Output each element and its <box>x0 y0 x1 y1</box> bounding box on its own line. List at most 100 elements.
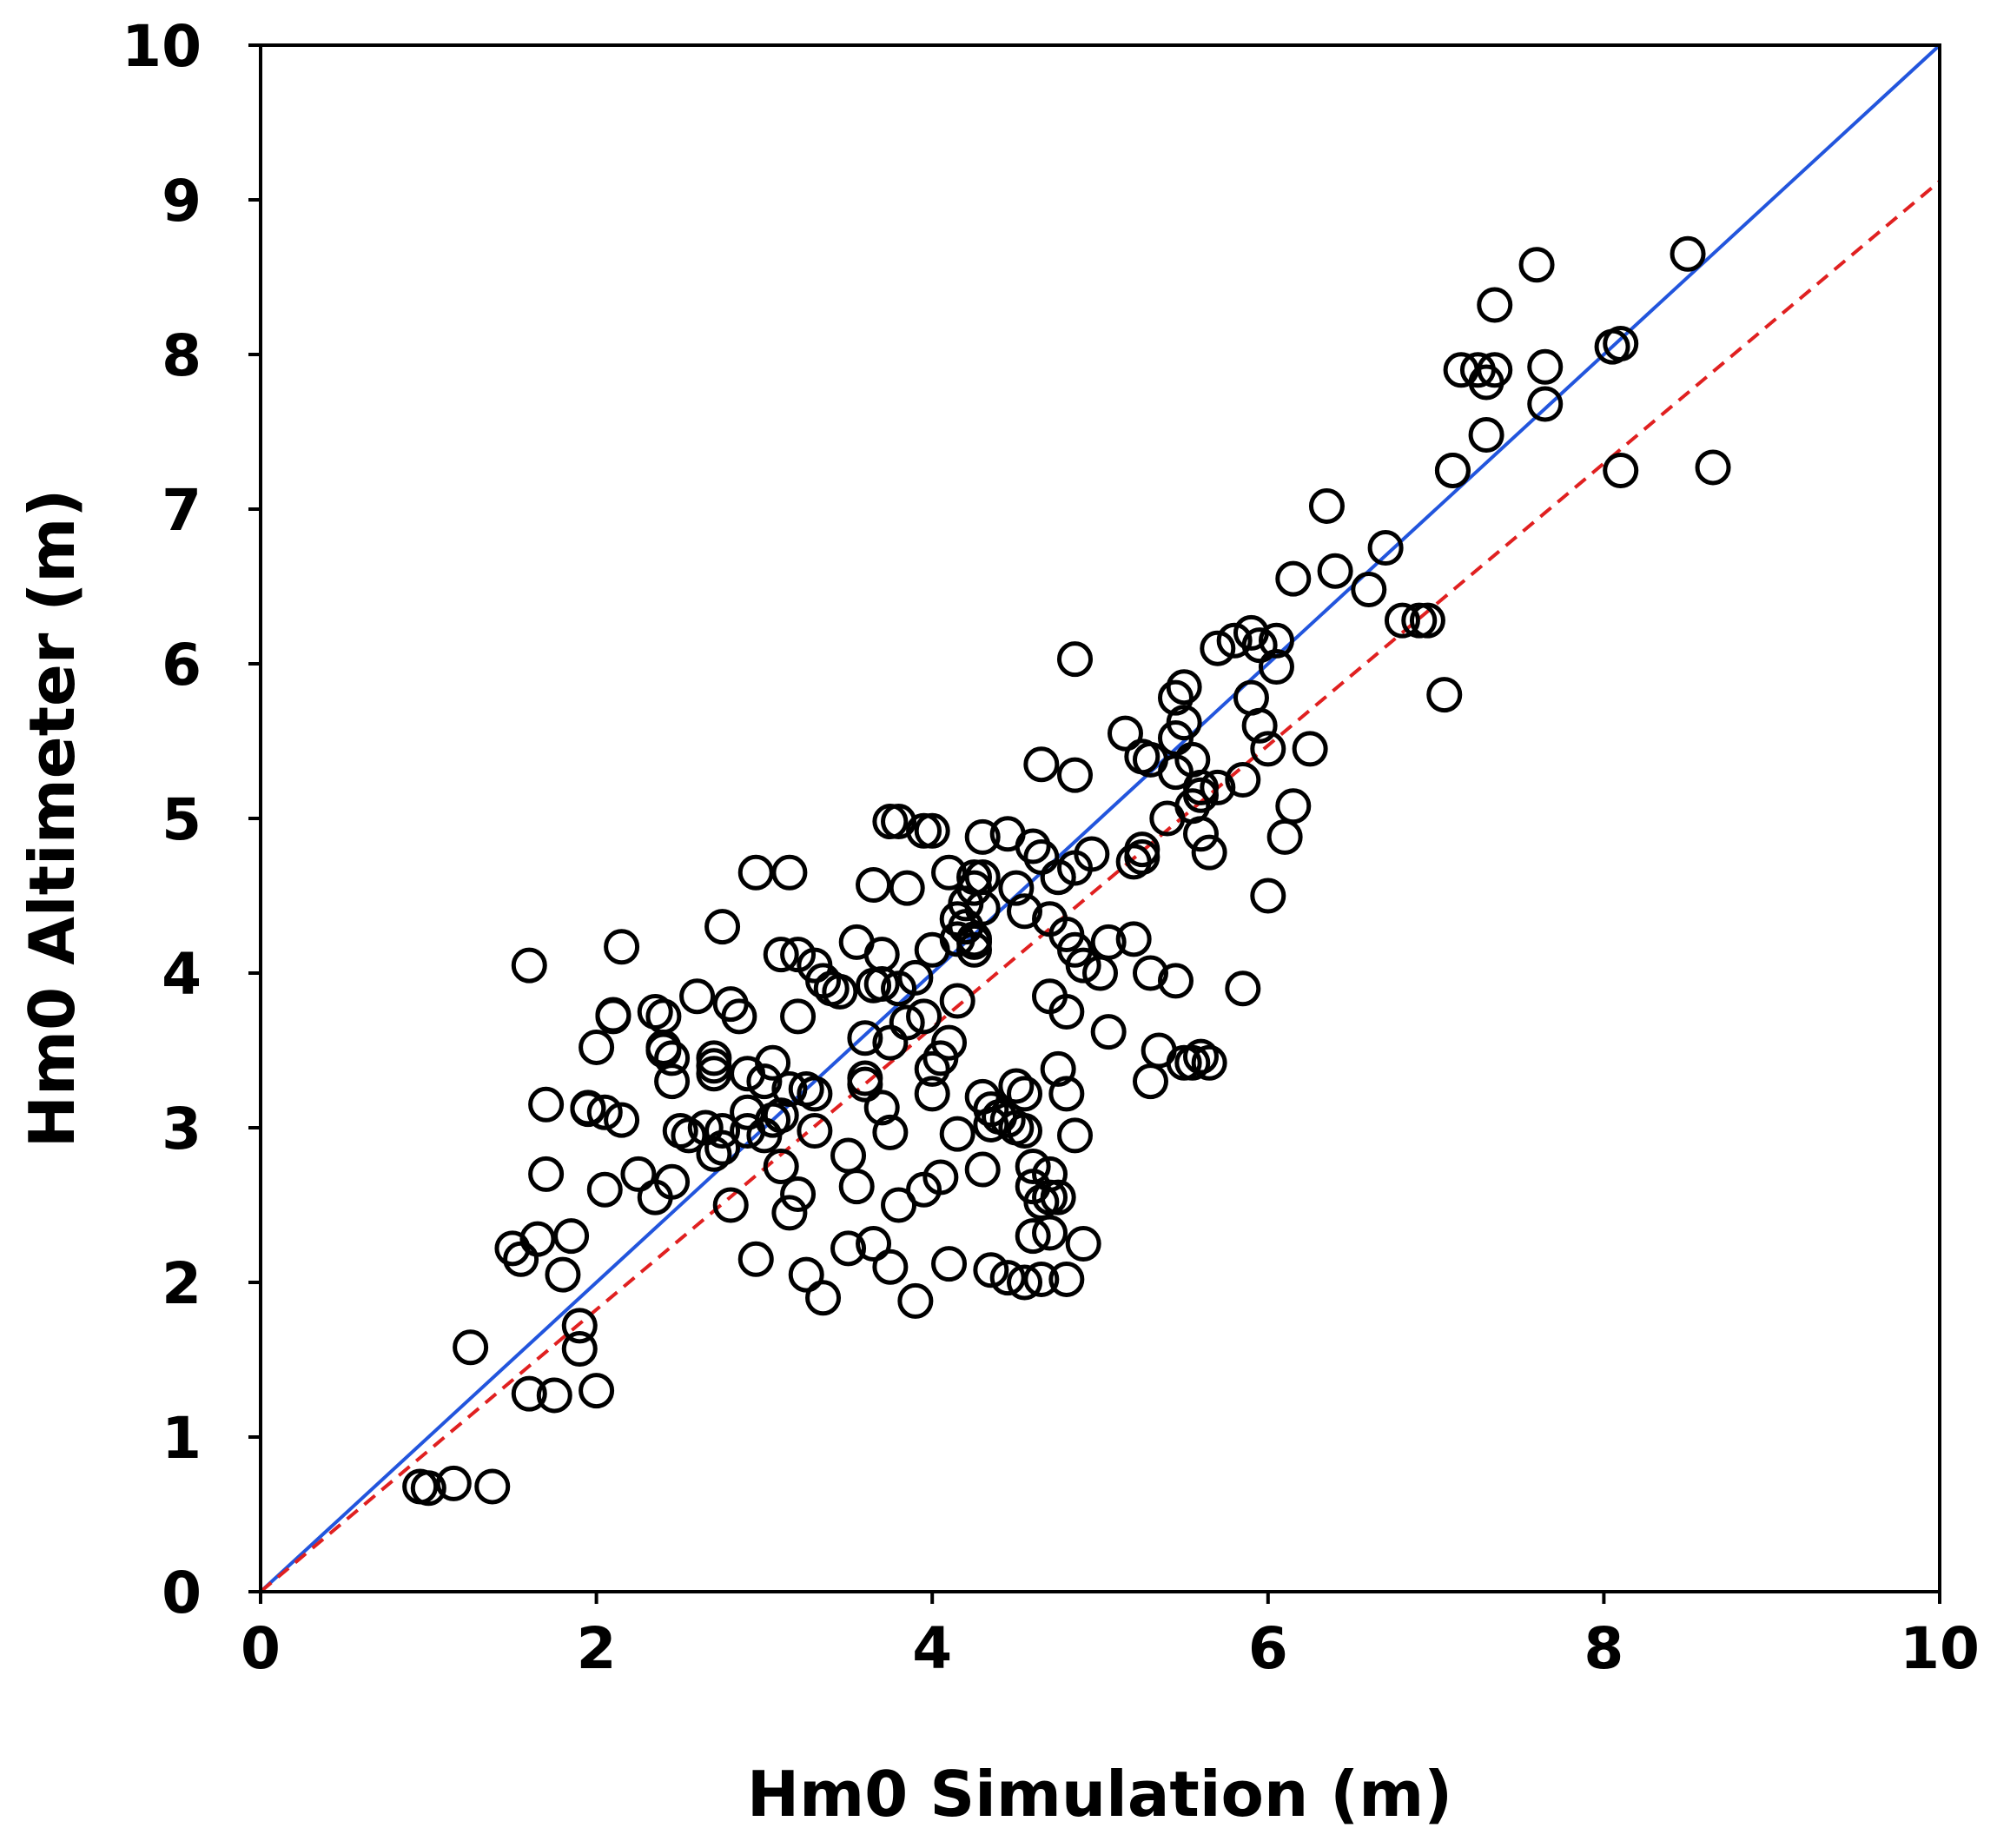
data-point <box>1132 1063 1168 1100</box>
data-point <box>730 1113 766 1149</box>
data-point <box>872 1024 909 1061</box>
data-point <box>1367 530 1404 566</box>
data-point <box>1434 453 1471 488</box>
data-point <box>511 1375 547 1412</box>
data-point <box>1115 921 1152 957</box>
data-point <box>1007 893 1043 930</box>
data-point <box>1241 707 1278 744</box>
y-tick-label: 9 <box>162 168 202 235</box>
data-point <box>1040 859 1076 896</box>
data-point <box>1603 326 1639 362</box>
y-tick-label: 10 <box>122 13 202 80</box>
y-tick-label: 2 <box>162 1250 202 1317</box>
data-point <box>410 1470 446 1507</box>
data-point <box>906 998 942 1035</box>
y-tick-label: 7 <box>162 477 202 544</box>
data-point <box>604 1102 640 1138</box>
tick-marks <box>248 43 1941 1604</box>
data-point <box>620 1156 657 1192</box>
data-point <box>1032 1179 1068 1215</box>
data-point <box>989 1260 1026 1296</box>
data-point <box>494 1230 531 1267</box>
data-point <box>654 1063 691 1100</box>
data-point <box>1166 705 1202 741</box>
data-point <box>1057 641 1094 678</box>
data-point <box>704 909 741 945</box>
data-point <box>1157 679 1194 716</box>
data-point <box>973 1106 1009 1143</box>
data-point <box>1107 715 1143 752</box>
data-point <box>1032 978 1068 1015</box>
data-point <box>763 1149 799 1184</box>
data-point <box>863 1090 900 1126</box>
data-point <box>1351 572 1387 608</box>
data-point <box>939 1116 975 1152</box>
data-point <box>931 854 968 891</box>
data-point <box>453 1329 489 1366</box>
data-point <box>1308 487 1345 524</box>
data-point <box>737 854 774 891</box>
data-point <box>737 1241 774 1277</box>
data-point <box>805 1280 842 1316</box>
data-point <box>872 1114 909 1150</box>
data-point <box>553 1218 590 1255</box>
x-tick-label: 8 <box>1584 1615 1623 1682</box>
data-point <box>914 812 950 849</box>
data-point <box>939 983 975 1019</box>
data-point <box>1477 287 1513 323</box>
data-point <box>595 998 632 1035</box>
data-point <box>687 1109 724 1146</box>
data-point <box>1090 924 1127 960</box>
data-points <box>402 235 1731 1507</box>
data-point <box>1200 630 1236 666</box>
data-point <box>1250 878 1286 914</box>
data-point <box>780 1176 817 1213</box>
x-axis-title: Hm0 Simulation (m) <box>747 1758 1452 1831</box>
data-point <box>545 1256 581 1293</box>
data-point <box>964 818 1001 855</box>
data-point <box>1275 560 1312 597</box>
data-point <box>712 1187 749 1223</box>
data-point <box>1182 1038 1219 1075</box>
data-point <box>1275 788 1312 825</box>
data-point <box>1225 762 1261 798</box>
data-point <box>1015 1149 1051 1184</box>
data-point <box>1225 970 1261 1007</box>
data-point <box>1132 955 1168 991</box>
data-point <box>830 1137 867 1174</box>
data-point <box>528 1156 565 1192</box>
data-point <box>856 867 892 904</box>
data-point <box>897 1282 934 1319</box>
y-tick-label: 5 <box>162 786 202 853</box>
y-axis-title: Hm0 Altimeter (m) <box>16 489 89 1148</box>
x-tick-label: 0 <box>241 1615 281 1682</box>
data-point <box>1459 352 1496 388</box>
data-point <box>1409 602 1445 639</box>
data-point <box>1191 1044 1227 1081</box>
data-point <box>956 931 993 968</box>
data-point <box>1182 769 1219 805</box>
data-point <box>914 931 950 968</box>
data-point <box>1317 553 1353 589</box>
data-point <box>1065 1226 1101 1262</box>
fit-line <box>259 180 1941 1593</box>
data-point <box>881 804 917 840</box>
data-point <box>746 1063 783 1100</box>
data-point <box>1023 1261 1060 1297</box>
data-point <box>536 1377 572 1414</box>
data-point <box>586 1171 623 1208</box>
data-point <box>561 1331 598 1368</box>
data-point <box>1670 235 1706 272</box>
data-point <box>847 1020 883 1056</box>
data-point <box>570 1091 606 1128</box>
data-point <box>579 1373 615 1409</box>
data-point <box>956 870 993 906</box>
data-point <box>1132 741 1168 778</box>
data-point <box>922 1159 959 1196</box>
data-point <box>838 1169 875 1205</box>
data-point <box>1090 1014 1127 1050</box>
data-point <box>998 1068 1035 1104</box>
data-point <box>1124 839 1161 875</box>
data-point <box>914 1050 950 1087</box>
